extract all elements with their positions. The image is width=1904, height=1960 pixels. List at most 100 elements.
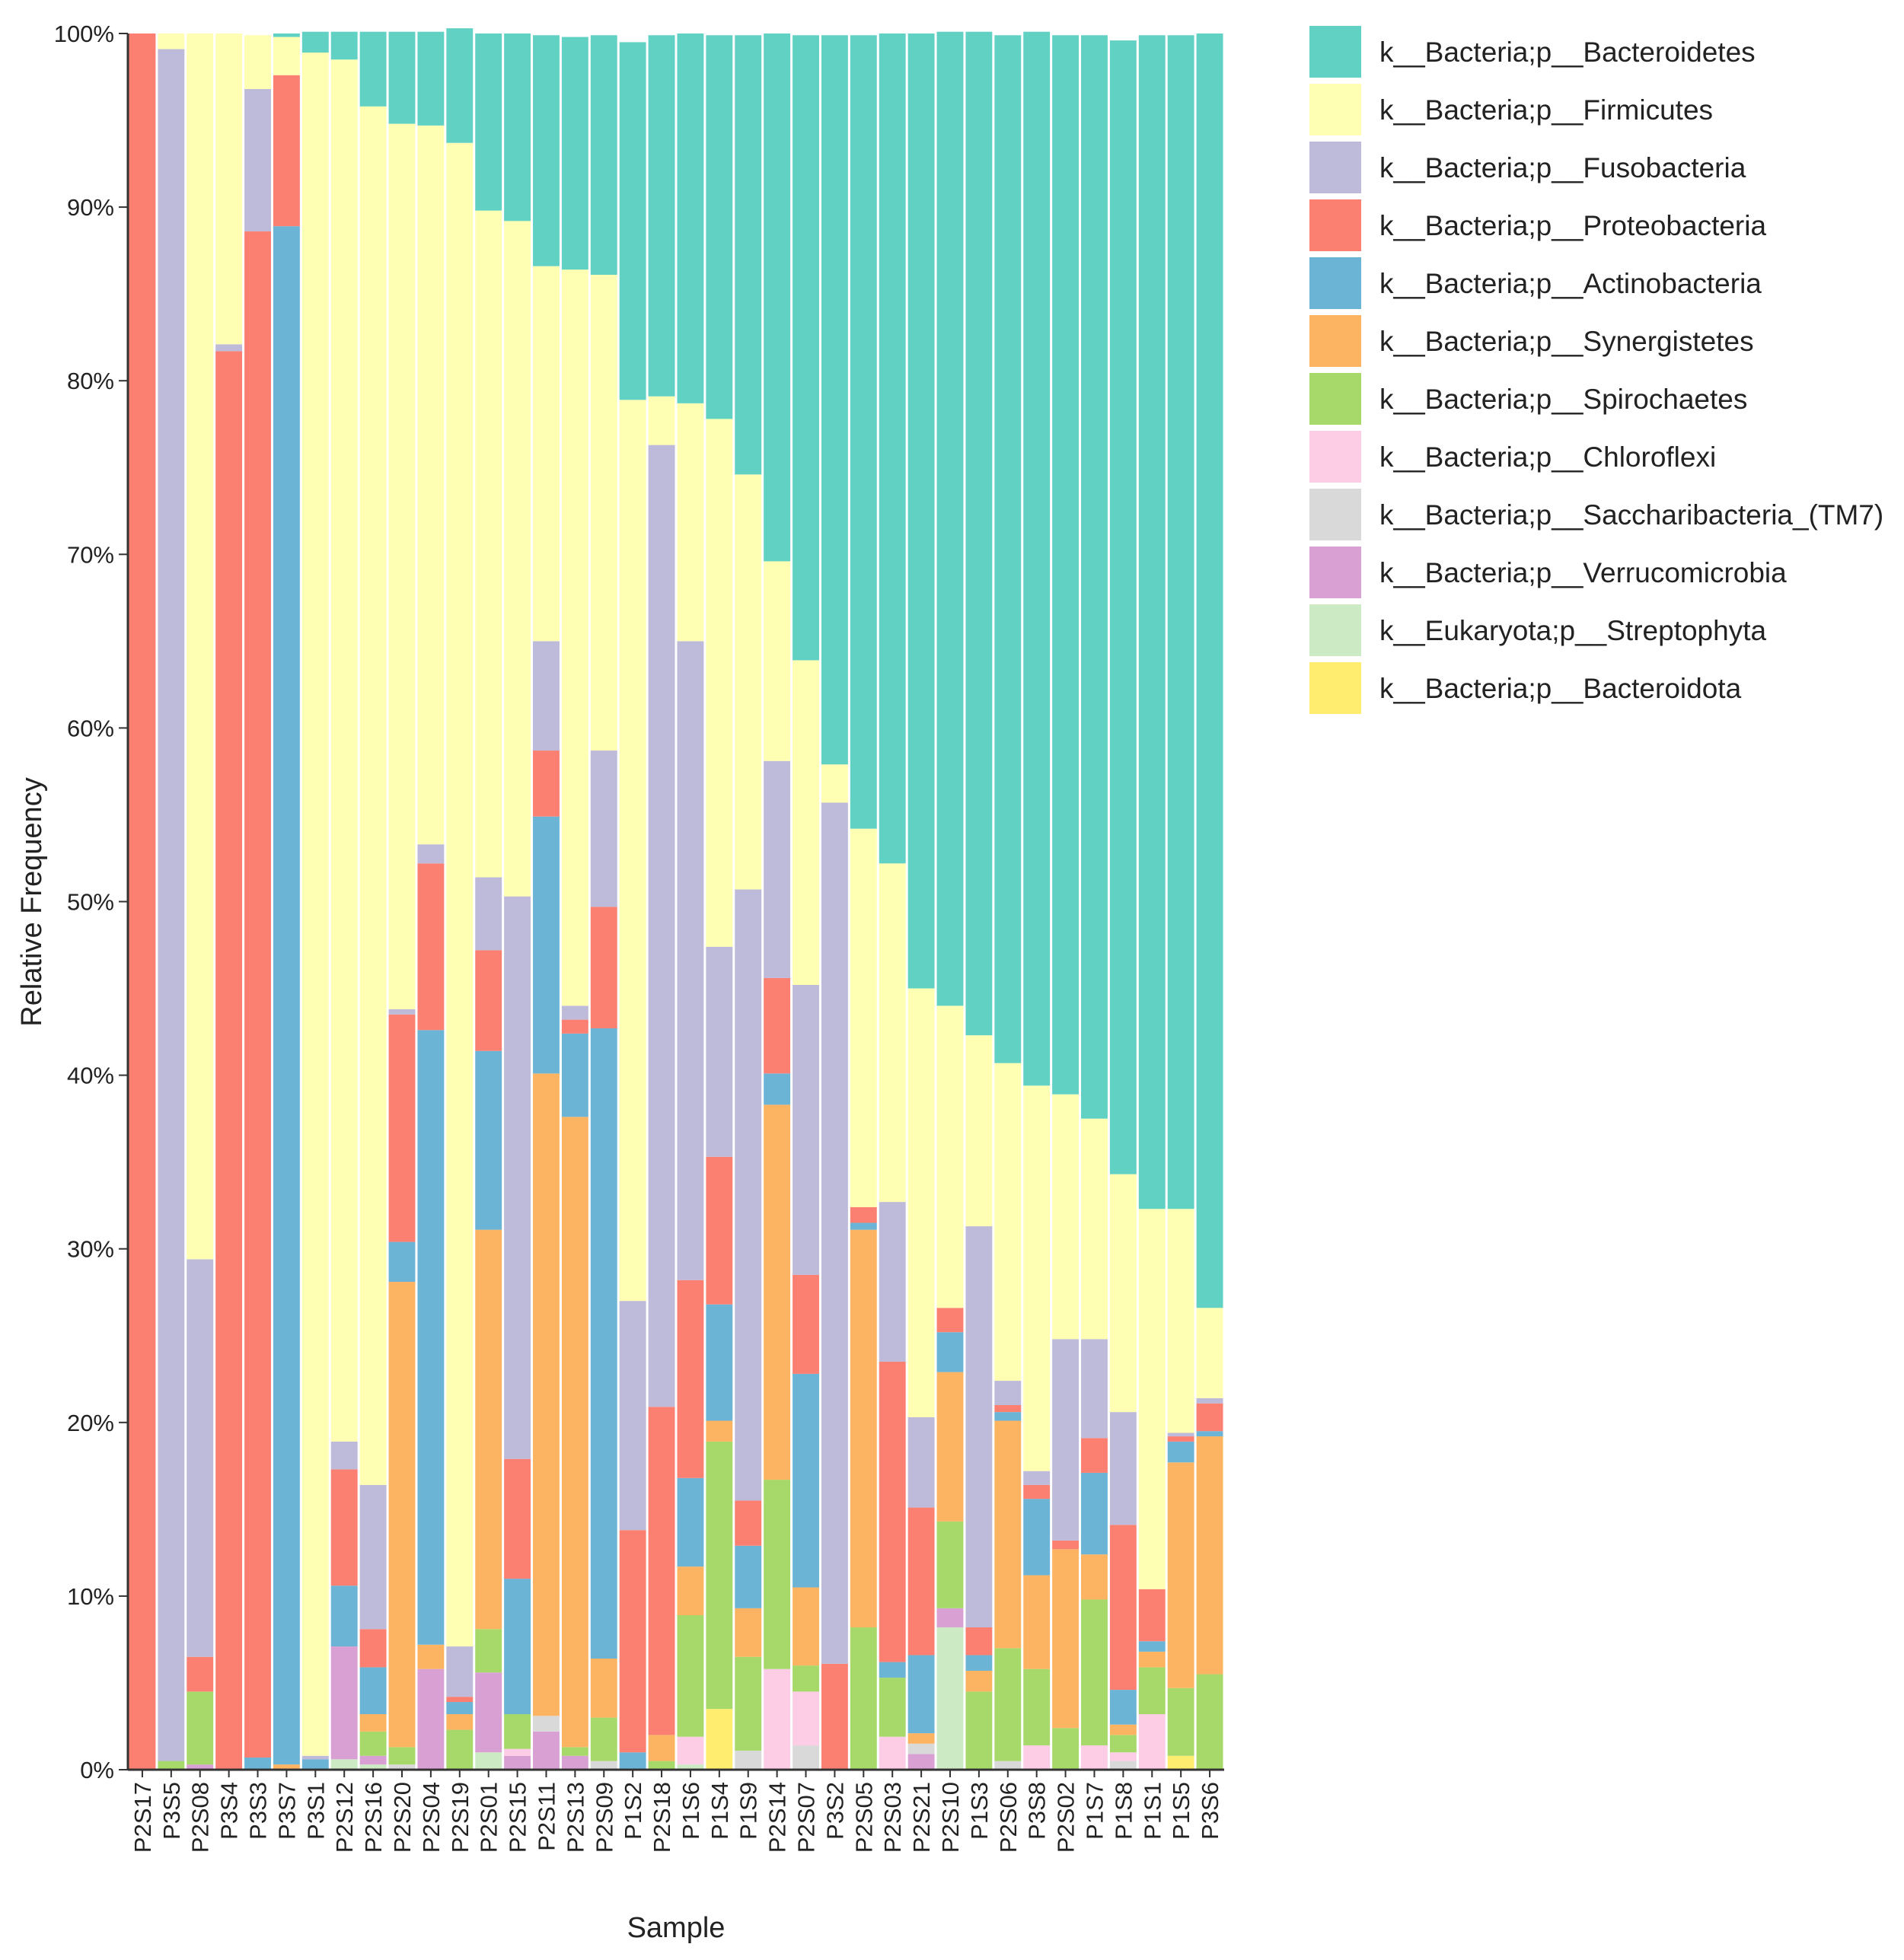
bar-stack-P1S3 xyxy=(965,31,993,1770)
bar-segment-P1S9-bacteria-p-proteobacteria xyxy=(735,1500,762,1546)
bar-segment-P2S14-bacteria-p-chloroflexi xyxy=(764,1668,791,1770)
bar-segment-P1S3-bacteria-p-proteobacteria xyxy=(965,1627,993,1656)
bar-segment-P2S08-bacteria-p-proteobacteria xyxy=(187,1656,214,1692)
bar-segment-P3S6-bacteria-p-synergistetes xyxy=(1196,1436,1223,1675)
bar-stack-P1S4 xyxy=(706,35,733,1770)
y-tick-label: 80% xyxy=(67,368,114,394)
bar-segment-P2S05-bacteria-p-actinobacteria xyxy=(850,1222,877,1230)
bar-segment-P2S20-bacteria-p-fusobacteria xyxy=(388,1009,416,1015)
bar-segment-P2S06-bacteria-p-bacteroidetes xyxy=(994,35,1022,1063)
bar-segment-P2S14-bacteria-p-synergistetes xyxy=(764,1104,791,1480)
bar-segment-P2S11-bacteria-p-bacteroidetes xyxy=(533,35,560,266)
bar-segment-P2S03-bacteria-p-bacteroidetes xyxy=(879,33,906,864)
bar-segment-P2S04-bacteria-p-proteobacteria xyxy=(417,863,445,1031)
y-tick-label: 30% xyxy=(67,1236,114,1263)
bar-segment-P1S8-bacteria-p-fusobacteria xyxy=(1109,1412,1137,1525)
bar-segment-P2S15-bacteria-p-actinobacteria xyxy=(504,1579,531,1715)
x-tick-label: P2S04 xyxy=(418,1782,445,1853)
bar-segment-P2S12-eukaryota-p-streptophyta xyxy=(330,1759,358,1770)
bar-stack-P2S01 xyxy=(475,33,502,1770)
legend-swatch xyxy=(1309,662,1361,714)
bar-segment-P2S02-bacteria-p-proteobacteria xyxy=(1052,1540,1080,1550)
bar-segment-P2S07-bacteria-p-synergistetes xyxy=(793,1587,819,1666)
bar-segment-P2S04-bacteria-p-verrucomicrobia xyxy=(417,1668,445,1770)
bar-segment-P2S11-bacteria-p-fusobacteria xyxy=(533,641,560,751)
bar-segment-P1S4-bacteria-p-fusobacteria xyxy=(706,946,733,1157)
bar-stack-P2S08 xyxy=(187,33,214,1770)
bar-segment-P3S8-bacteria-p-actinobacteria xyxy=(1023,1499,1051,1576)
x-tick-label: P2S03 xyxy=(879,1782,906,1853)
bar-segment-P2S13-bacteria-p-verrucomicrobia xyxy=(561,1755,588,1770)
x-tick-label: P1S6 xyxy=(678,1782,704,1840)
bar-segment-P3S6-bacteria-p-bacteroidetes xyxy=(1196,33,1223,1308)
legend-item-bacteria-p-saccharibacteria-tm7: k__Bacteria;p__Saccharibacteria_(TM7) xyxy=(1309,489,1883,540)
bar-segment-P3S5-bacteria-p-firmicutes xyxy=(158,33,185,49)
bar-segment-P2S01-bacteria-p-synergistetes xyxy=(475,1229,502,1630)
bar-segment-P2S05-bacteria-p-synergistetes xyxy=(850,1229,877,1627)
bar-segment-P1S2-bacteria-p-firmicutes xyxy=(619,400,646,1302)
bar-segment-P1S5-bacteria-p-bacteroidetes xyxy=(1167,35,1194,1209)
bar-segment-P1S8-bacteria-p-firmicutes xyxy=(1109,1174,1137,1413)
bar-segment-P1S8-bacteria-p-proteobacteria xyxy=(1109,1525,1137,1691)
bar-segment-P2S21-bacteria-p-synergistetes xyxy=(907,1733,935,1744)
bar-segment-P1S8-bacteria-p-saccharibacteria-tm7 xyxy=(1109,1761,1137,1770)
bar-segment-P2S16-bacteria-p-actinobacteria xyxy=(359,1667,387,1715)
bar-segment-P3S8-bacteria-p-bacteroidetes xyxy=(1023,31,1051,1086)
bar-segment-P2S09-bacteria-p-saccharibacteria-tm7 xyxy=(590,1761,617,1770)
y-tick-label: 60% xyxy=(67,715,114,741)
x-tick-label: P2S19 xyxy=(447,1782,474,1853)
bar-segment-P2S13-bacteria-p-fusobacteria xyxy=(561,1005,588,1020)
legend-item-bacteria-p-verrucomicrobia: k__Bacteria;p__Verrucomicrobia xyxy=(1309,547,1787,598)
bar-segment-P1S4-bacteria-p-proteobacteria xyxy=(706,1156,733,1305)
bar-segment-P1S7-bacteria-p-fusobacteria xyxy=(1081,1339,1108,1439)
x-tick-label: P2S16 xyxy=(360,1782,387,1853)
bar-stack-P3S4 xyxy=(215,33,243,1770)
bar-segment-P1S3-bacteria-p-spirochaetes xyxy=(965,1691,993,1770)
bar-segment-P2S18-bacteria-p-bacteroidetes xyxy=(648,35,675,397)
bar-segment-P1S8-bacteria-p-chloroflexi xyxy=(1109,1752,1137,1761)
x-tick-label: P3S7 xyxy=(273,1782,300,1840)
bar-segment-P2S03-bacteria-p-chloroflexi xyxy=(879,1736,906,1770)
y-tick-label: 50% xyxy=(67,889,114,916)
bar-segment-P1S7-bacteria-p-chloroflexi xyxy=(1081,1745,1108,1770)
bar-segment-P2S16-bacteria-p-proteobacteria xyxy=(359,1629,387,1668)
bar-stack-P2S02 xyxy=(1052,35,1080,1770)
legend-swatch xyxy=(1309,84,1361,135)
bar-segment-P2S10-eukaryota-p-streptophyta xyxy=(936,1627,964,1770)
bar-segment-P3S1-bacteria-p-actinobacteria xyxy=(301,1759,329,1770)
bar-segment-P1S1-bacteria-p-firmicutes xyxy=(1138,1209,1166,1589)
bar-segment-P2S11-bacteria-p-firmicutes xyxy=(533,266,560,642)
legend-item-bacteria-p-firmicutes: k__Bacteria;p__Firmicutes xyxy=(1309,84,1713,135)
bar-stack-P2S09 xyxy=(590,35,617,1770)
bar-segment-P2S11-bacteria-p-saccharibacteria-tm7 xyxy=(533,1716,560,1732)
bar-segment-P2S10-bacteria-p-spirochaetes xyxy=(936,1521,964,1608)
x-tick-label: P3S8 xyxy=(1024,1782,1051,1840)
legend-label: k__Bacteria;p__Proteobacteria xyxy=(1379,210,1766,241)
bar-segment-P2S21-bacteria-p-bacteroidetes xyxy=(907,33,935,989)
bar-segment-P3S1-bacteria-p-firmicutes xyxy=(301,53,329,1756)
bar-segment-P2S02-bacteria-p-synergistetes xyxy=(1052,1549,1080,1729)
bar-segment-P2S05-bacteria-p-proteobacteria xyxy=(850,1206,877,1223)
bar-segment-P1S9-bacteria-p-firmicutes xyxy=(735,474,762,890)
bar-segment-P1S2-bacteria-p-actinobacteria xyxy=(619,1752,646,1770)
bar-segment-P2S08-bacteria-p-firmicutes xyxy=(187,33,214,1260)
bar-segment-P1S9-bacteria-p-fusobacteria xyxy=(735,889,762,1501)
bar-segment-P2S15-bacteria-p-firmicutes xyxy=(504,221,531,897)
y-tick-label: 40% xyxy=(67,1063,114,1089)
bar-segment-P2S20-bacteria-p-proteobacteria xyxy=(388,1014,416,1242)
bar-segment-P3S7-bacteria-p-synergistetes xyxy=(273,1764,300,1770)
bar-segment-P2S15-bacteria-p-verrucomicrobia xyxy=(504,1755,531,1770)
legend-swatch xyxy=(1309,604,1361,656)
bar-segment-P2S19-bacteria-p-synergistetes xyxy=(446,1714,474,1730)
bar-stack-P1S8 xyxy=(1109,40,1137,1770)
bar-segment-P1S8-bacteria-p-actinobacteria xyxy=(1109,1690,1137,1725)
bar-segment-P2S13-bacteria-p-bacteroidetes xyxy=(561,37,588,270)
bar-segment-P2S19-bacteria-p-actinobacteria xyxy=(446,1702,474,1715)
bar-segment-P2S16-bacteria-p-verrucomicrobia xyxy=(359,1755,387,1765)
bar-segment-P2S14-bacteria-p-fusobacteria xyxy=(764,760,791,978)
bar-segment-P2S09-bacteria-p-spirochaetes xyxy=(590,1717,617,1761)
bar-segment-P2S21-bacteria-p-verrucomicrobia xyxy=(907,1754,935,1770)
legend-item-bacteria-p-proteobacteria: k__Bacteria;p__Proteobacteria xyxy=(1309,199,1766,251)
bar-segment-P3S6-bacteria-p-spirochaetes xyxy=(1196,1674,1223,1770)
bar-segment-P1S2-bacteria-p-proteobacteria xyxy=(619,1530,646,1753)
